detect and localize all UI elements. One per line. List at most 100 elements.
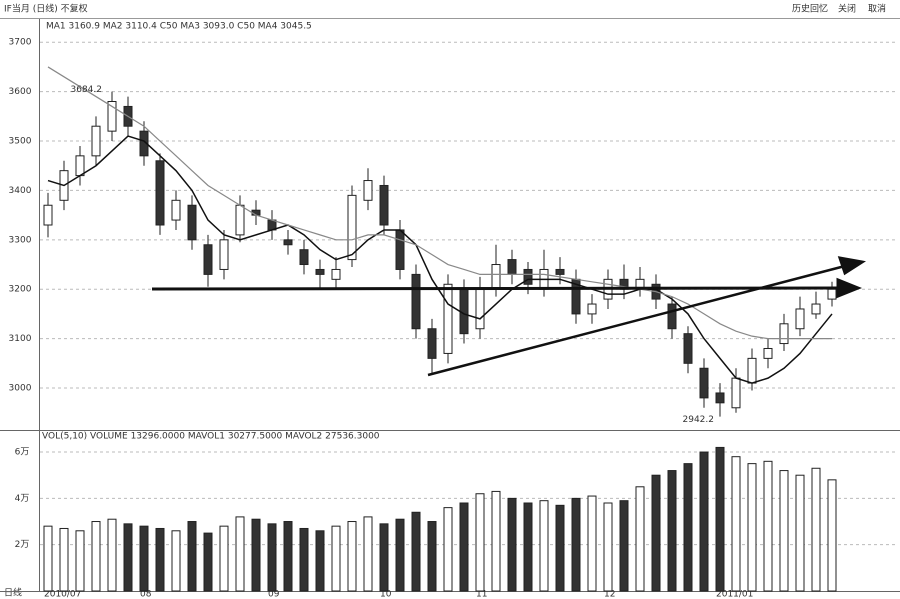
low-label: 2942.2 — [683, 415, 715, 425]
volume-bar — [75, 530, 85, 592]
horizontal-trend — [151, 286, 843, 291]
volume-bar — [123, 523, 133, 592]
candle-body — [763, 347, 773, 359]
candle-body — [587, 303, 597, 315]
volume-bar — [283, 521, 293, 592]
volume-bar — [331, 525, 341, 592]
candle-body — [347, 194, 357, 261]
y-tick-label: 3200 — [9, 285, 32, 295]
volume-bar — [699, 451, 709, 592]
candle-body — [235, 204, 245, 236]
x-tick-label: 2010/07 — [44, 590, 81, 599]
volume-bar — [139, 525, 149, 592]
candle-body — [139, 130, 149, 157]
chart-title: IF当月 (日线) 不复权 — [4, 3, 88, 15]
y-tick-label: 3700 — [9, 38, 32, 48]
candle-body — [155, 160, 165, 226]
volume-bar — [43, 525, 53, 592]
ma-line — [47, 66, 832, 340]
candle-body — [747, 357, 757, 384]
candle-body — [331, 268, 341, 280]
y-tick-label: 3100 — [9, 334, 32, 344]
y-tick-label: 3000 — [9, 384, 32, 394]
candle-body — [715, 392, 725, 404]
volume-bar — [395, 518, 405, 592]
high-label: 3684.2 — [71, 85, 103, 95]
candle-body — [171, 199, 181, 221]
candle-body — [475, 288, 485, 330]
period-label: 日线 — [4, 587, 22, 599]
x-tick-label: 10 — [380, 590, 392, 599]
candle-body — [827, 288, 837, 300]
candle-body — [795, 308, 805, 330]
volume-bar — [235, 516, 245, 592]
volume-bar — [315, 530, 325, 592]
rising-trend — [427, 264, 846, 377]
trend-lines — [151, 256, 866, 377]
volume-bar — [827, 479, 837, 592]
volume-bar — [267, 523, 277, 592]
volume-bar — [555, 504, 565, 592]
volume-bar — [683, 463, 693, 592]
volume-bar — [715, 446, 725, 592]
candle-body — [699, 367, 709, 399]
volume-bar — [475, 493, 485, 592]
volume-bar — [619, 500, 629, 592]
volume-bar — [603, 502, 613, 592]
candle-body — [411, 273, 421, 330]
volume-bar — [443, 507, 453, 592]
y-tick-label: 3400 — [9, 186, 32, 196]
candle-body — [683, 333, 693, 364]
volume-bar — [379, 523, 389, 592]
candle-body — [507, 259, 517, 275]
volume-bar — [299, 527, 309, 592]
ma-line — [47, 135, 833, 384]
candle-body — [315, 268, 325, 275]
volume-bar — [171, 530, 181, 592]
y-tick-label: 3600 — [9, 87, 32, 97]
y-tick-label: 3300 — [9, 235, 32, 245]
volume-bar — [91, 521, 101, 592]
volume-bar — [107, 518, 117, 592]
volume-bar — [811, 467, 821, 592]
candle-body — [395, 229, 405, 270]
x-tick-label: 09 — [268, 590, 280, 599]
x-tick-label: 11 — [476, 590, 487, 599]
volume-bar — [219, 525, 229, 592]
toolbar-button[interactable]: 历史回忆 — [792, 3, 828, 15]
candle-body — [555, 268, 565, 275]
volume-bar — [571, 497, 581, 592]
volume-bar — [523, 502, 533, 592]
candle-body — [811, 303, 821, 315]
volume-bar — [187, 521, 197, 592]
volume-bar — [795, 474, 805, 592]
candle-body — [443, 283, 453, 354]
candle-body — [251, 209, 261, 216]
volume-bar — [251, 518, 261, 592]
volume-bar — [507, 497, 517, 592]
vol-legend: VOL(5,10) VOLUME 13296.0000 MAVOL1 30277… — [42, 432, 380, 442]
toolbar-button[interactable]: 取消 — [868, 3, 886, 15]
volume-bar — [155, 527, 165, 592]
x-tick-label: 08 — [140, 590, 152, 599]
volume-bar — [459, 502, 469, 592]
toolbar-button[interactable]: 关闭 — [838, 3, 856, 15]
candle-body — [91, 125, 101, 157]
volume-bar — [667, 470, 677, 592]
volume-bar — [363, 516, 373, 592]
candle-body — [779, 323, 789, 345]
volume-bar — [539, 500, 549, 592]
arrow-head — [837, 256, 866, 276]
candle-body — [219, 239, 229, 270]
candle-body — [203, 244, 213, 275]
arrow-head — [836, 277, 863, 299]
x-tick-label: 2011/01 — [716, 590, 753, 599]
plot: 3000 3100 3200 3300 3400 3500 3600 3700 2万 4万 6万 20… — [9, 38, 898, 599]
candle-body — [731, 377, 741, 409]
candle-body — [491, 264, 501, 290]
volume-bar — [635, 486, 645, 592]
vol-tick-label: 4万 — [15, 494, 30, 504]
volume-bar — [651, 474, 661, 592]
candle-body — [363, 180, 373, 201]
